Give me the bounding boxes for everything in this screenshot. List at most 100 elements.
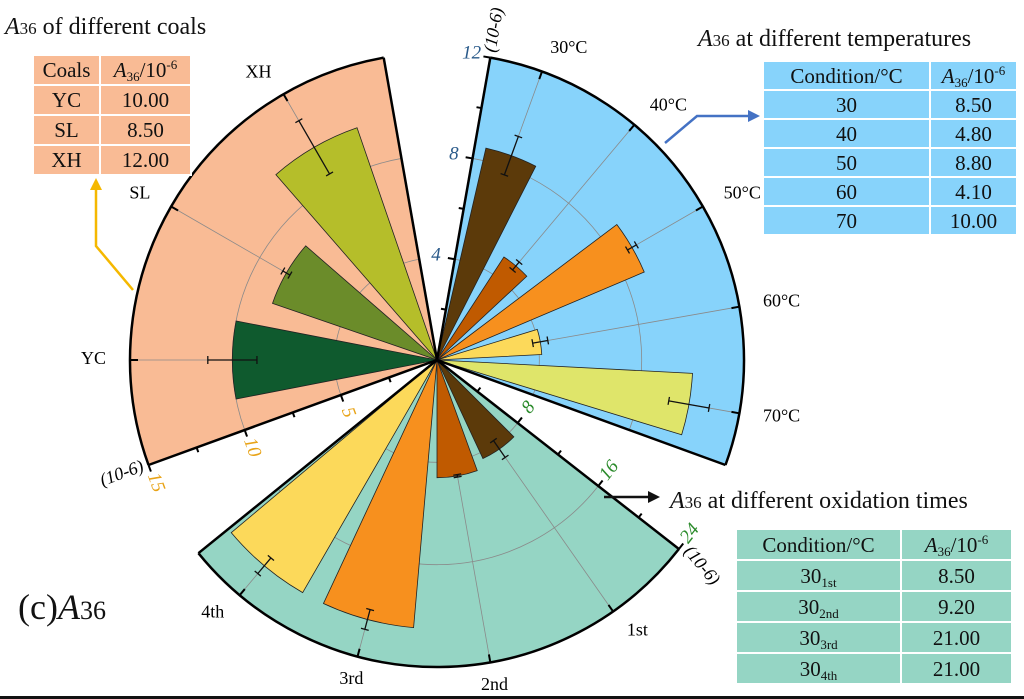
cell-base: 30: [800, 563, 822, 588]
cell-base: 30: [799, 625, 821, 650]
header-var: A: [924, 532, 938, 557]
axis-major-tick: [516, 416, 523, 424]
axis-major-tick: [483, 55, 491, 59]
category-tick: [238, 588, 246, 596]
category-label: 40°C: [650, 95, 687, 115]
temperatures-title: A36 at different temperatures: [698, 26, 971, 53]
header-sub: 36: [937, 543, 951, 559]
axis-major-tick: [447, 257, 455, 261]
axis-tick-label: 4: [431, 244, 441, 265]
header-cell: A36/10-6: [99, 54, 192, 86]
axis-minor-tick: [476, 106, 482, 110]
table-row: 304th 21.00: [735, 652, 1013, 685]
header-cell: Condition/°C: [735, 528, 902, 561]
table-cell: 304th: [735, 652, 902, 685]
axis-tick-label: 12: [462, 43, 482, 64]
temperatures-callout-arrow: [664, 114, 750, 144]
category-label: 50°C: [724, 183, 761, 203]
axis-minor-tick: [476, 386, 482, 393]
cell-base: 30: [798, 594, 820, 619]
header-rest: /10: [139, 58, 167, 82]
axis-minor-tick: [291, 412, 296, 418]
table-cell: 70: [762, 205, 931, 236]
axis-tick-label: 8: [449, 144, 459, 165]
table-row: 60 4.10: [762, 176, 1018, 207]
table-cell: 12.00: [99, 144, 192, 176]
error-bar: [532, 339, 548, 344]
category-label: SL: [129, 183, 150, 203]
axis-major-tick: [465, 156, 473, 160]
table-row: 40 4.80: [762, 118, 1018, 149]
table-cell: 9.20: [900, 590, 1013, 623]
error-bar-cap: [509, 266, 517, 273]
header-sub: 36: [126, 69, 140, 84]
times-sector-background: [198, 360, 679, 667]
table-cell: 21.00: [900, 621, 1013, 654]
error-bar-cap: [489, 437, 498, 444]
header-var: A: [941, 63, 955, 88]
table-cell: YC: [32, 84, 101, 116]
category-tick: [356, 648, 361, 657]
header-sup: -6: [166, 57, 178, 72]
coals-callout-arrow: [94, 188, 134, 291]
header-rest: /10: [950, 532, 978, 557]
table-cell: 8.50: [900, 559, 1013, 592]
axis-minor-tick: [387, 377, 392, 383]
figure-label-num: 36: [79, 596, 106, 625]
table-cell: 4.80: [929, 118, 1018, 149]
category-tick: [628, 124, 636, 132]
category-label: 3rd: [339, 668, 363, 688]
table-cell: 4.10: [929, 176, 1018, 207]
category-tick: [538, 71, 543, 80]
axis-minor-tick: [557, 449, 562, 456]
error-bar-cap: [325, 171, 334, 177]
title-var: A: [5, 14, 20, 40]
error-bar-cap: [366, 607, 375, 612]
title-text: at different oxidation times: [701, 488, 968, 514]
table-cell: 8.50: [99, 114, 192, 146]
axis-tick-label: 24: [676, 519, 705, 547]
header-cell: A36/10-6: [900, 528, 1013, 561]
axis-tick-label: 10: [239, 435, 265, 461]
axis-minor-tick: [458, 206, 464, 210]
title-num: 36: [712, 31, 730, 50]
table-cell: 302nd: [735, 590, 902, 623]
error-bar-cap: [287, 271, 293, 279]
table-cell: SL: [32, 114, 101, 146]
title-var: A: [698, 26, 713, 52]
title-text: at different temperatures: [729, 26, 972, 52]
header-sup: -6: [977, 531, 989, 547]
oxidation-times-table: Condition/°C A36/10-6 301st 8.50 302nd 9.2…: [735, 528, 1013, 685]
sector-edge: [436, 358, 726, 467]
table-row: SL 8.50: [32, 114, 192, 146]
coals-sector-group: 5 10 15(10-6) YC SL XH: [81, 56, 439, 495]
table-cell: 40: [762, 118, 931, 149]
table-cell: 301st: [735, 559, 902, 592]
axis-major-tick: [339, 394, 345, 402]
figure-label-prefix: (c): [18, 587, 58, 627]
error-bar-cap: [546, 336, 550, 345]
title-var: A: [670, 488, 685, 514]
axis-tick-label: 5: [337, 404, 360, 420]
axis-major-tick: [147, 464, 152, 472]
axis-major-tick: [597, 479, 604, 487]
header-cell: Condition/°C: [762, 60, 931, 91]
error-bar-cap: [254, 570, 262, 577]
temperatures-sector-group: 4 8 12(10-6) 30°C 40°C 50°C 60°C 70°C: [431, 6, 800, 467]
header-cell: A36/10-6: [929, 60, 1018, 91]
category-tick: [282, 93, 289, 102]
category-label: 70°C: [763, 406, 800, 426]
error-bar-cap: [453, 475, 462, 479]
axis-minor-tick: [440, 307, 447, 311]
error-bar-cap: [267, 554, 275, 561]
table-cell: XH: [32, 144, 101, 176]
table-row: 303rd 21.00: [735, 621, 1013, 654]
table-row: 301st 8.50: [735, 559, 1013, 592]
category-label: 2nd: [481, 674, 508, 694]
coals-callout-arrow-head: [90, 178, 102, 190]
table-row: YC 10.00: [32, 84, 192, 116]
table-cell: 30: [762, 89, 931, 120]
header-var: A: [113, 58, 127, 82]
table-cell: 8.80: [929, 147, 1018, 178]
cell-base: 30: [799, 656, 821, 681]
